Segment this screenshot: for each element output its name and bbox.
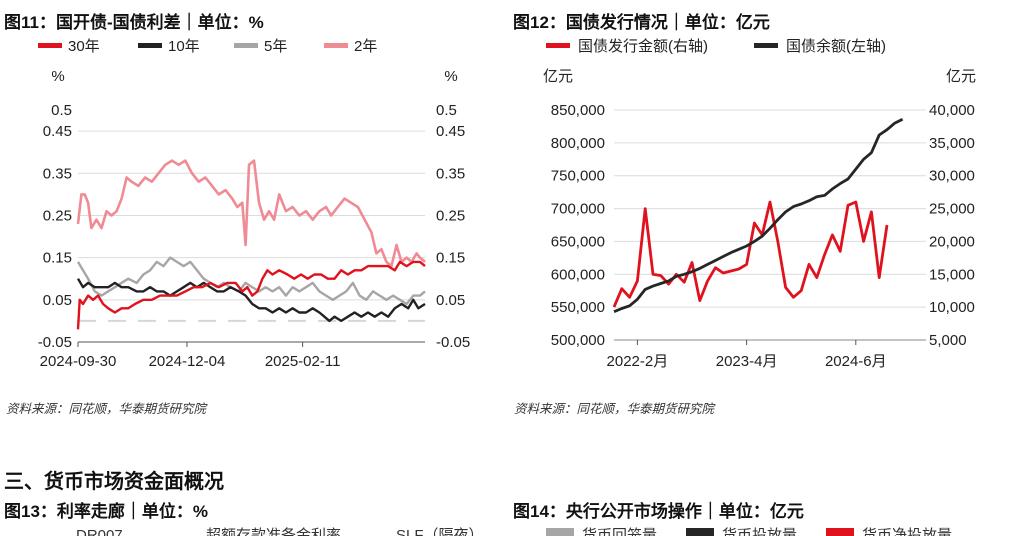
chart12-plot: 国债发行金额(右轴) 国债余额(左轴) 亿元 亿元 500,000 5,000 550,0…	[543, 37, 976, 370]
left-tick-label: 0.5	[51, 102, 72, 119]
series-line-3	[76, 256, 426, 306]
right-tick-label: 0.15	[436, 250, 465, 267]
left-axis-unit: 亿元	[543, 68, 573, 85]
right-tick-label: 0.35	[436, 165, 465, 182]
legend-label: 国债余额(左轴)	[786, 37, 886, 55]
series-line-1	[76, 260, 426, 330]
left-tick-label: -0.05	[38, 334, 72, 351]
legend-label: DR007	[76, 527, 123, 536]
legend-swatch	[546, 528, 574, 536]
x-tick-label: 2024-12-04	[149, 353, 226, 370]
chart12-legend: 国债发行金额(右轴) 国债余额(左轴)	[546, 37, 886, 55]
left-tick-label: 700,000	[551, 201, 605, 218]
legend-swatch	[686, 528, 714, 536]
x-tick-label: 2024-09-30	[40, 353, 117, 370]
chart14-legend-cut: 货币回笼量 货币投放量 货币净投放量	[508, 522, 1020, 536]
chart12-axes: 亿元 亿元 500,000 5,000 550,000 10,000 600,000 15,0…	[543, 68, 976, 370]
right-tick-label: 40,000	[929, 102, 975, 119]
left-tick-label: 650,000	[551, 233, 605, 250]
right-axis-unit: 亿元	[946, 68, 976, 85]
series-line-2	[613, 117, 904, 313]
x-tick-label: 2022-2月	[607, 353, 669, 370]
legend-swatch	[324, 43, 348, 48]
left-tick-label: 750,000	[551, 168, 605, 185]
chart12-title: 图12：国债发行情况｜单位：亿元	[513, 13, 770, 32]
right-tick-label: 35,000	[929, 135, 975, 152]
section-title: 三、货币市场资金面概况	[4, 471, 224, 493]
chart13-legend: DR007 超额存款准备金利率 SLF（隔夜）	[76, 527, 484, 536]
chart11-axes: % % -0.05 -0.05 0.05 0.05 0.15 0.15 0.25 0.25 0.35…	[38, 68, 470, 370]
left-tick-label: 0.25	[43, 207, 72, 224]
legend-swatch	[546, 43, 570, 48]
chart12-gridlines	[614, 109, 926, 341]
legend-swatch	[138, 43, 162, 48]
x-tick-label: 2024-6月	[825, 353, 887, 370]
legend-label: 30年	[68, 38, 100, 55]
chart11-source: 资料来源：同花顺，华泰期货研究院	[6, 402, 207, 416]
chart11-legend: 30年 10年 5年 2年	[38, 38, 377, 55]
x-tick-label: 2023-4月	[716, 353, 778, 370]
chart13-title: 图13：利率走廊｜单位：%	[4, 502, 209, 521]
right-tick-label: 20,000	[929, 233, 975, 250]
series-line-2	[76, 278, 426, 323]
legend-label: 10年	[168, 38, 200, 55]
right-tick-label: 10,000	[929, 299, 975, 316]
right-tick-label: -0.05	[436, 334, 470, 351]
right-tick-label: 0.25	[436, 207, 465, 224]
right-tick-label: 0.45	[436, 123, 465, 140]
legend-label: 5年	[264, 38, 287, 55]
chart14-legend: 货币回笼量 货币投放量 货币净投放量	[546, 527, 952, 536]
chart11-series	[76, 159, 426, 330]
left-tick-label: 800,000	[551, 135, 605, 152]
left-tick-label: 0.05	[43, 292, 72, 309]
legend-label: 2年	[354, 38, 377, 55]
series-line-1	[612, 200, 889, 308]
legend-swatch	[38, 43, 62, 48]
left-tick-label: 0.45	[43, 123, 72, 140]
right-tick-label: 0.05	[436, 292, 465, 309]
left-tick-label: 500,000	[551, 332, 605, 349]
x-tick-label: 2025-02-11	[265, 353, 341, 370]
legend-swatch	[826, 528, 854, 536]
right-tick-label: 0.5	[436, 102, 457, 119]
left-tick-label: 850,000	[551, 102, 605, 119]
series-line-4	[76, 159, 426, 268]
legend-label: 货币投放量	[722, 527, 797, 536]
legend-swatch	[754, 43, 778, 48]
chart14-title: 图14：央行公开市场操作｜单位：亿元	[513, 502, 804, 521]
left-axis-unit: %	[51, 68, 64, 85]
chart13-legend-cut: DR007 超额存款准备金利率 SLF（隔夜）	[0, 522, 500, 536]
chart11-plot: 30年 10年 5年 2年 % % -0.05 -0.05 0.05 0.05 0.15 0.15 0…	[38, 38, 470, 370]
chart12-series	[612, 117, 904, 313]
legend-swatch	[234, 43, 258, 48]
right-tick-label: 5,000	[929, 332, 967, 349]
legend-label: 超额存款准备金利率	[206, 527, 341, 536]
right-tick-label: 15,000	[929, 266, 975, 283]
legend-label: 货币回笼量	[582, 527, 657, 536]
right-tick-label: 30,000	[929, 168, 975, 185]
chart11-title: 图11：国开债-国债利差｜单位：%	[4, 13, 264, 32]
chart12-source: 资料来源：同花顺，华泰期货研究院	[514, 402, 715, 416]
legend-label: 货币净投放量	[862, 527, 952, 536]
left-tick-label: 600,000	[551, 266, 605, 283]
left-tick-label: 0.35	[43, 165, 72, 182]
right-axis-unit: %	[444, 68, 457, 85]
legend-label: 国债发行金额(右轴)	[578, 38, 708, 55]
left-tick-label: 0.15	[43, 250, 72, 267]
legend-label: SLF（隔夜）	[396, 527, 484, 536]
right-tick-label: 25,000	[929, 201, 975, 218]
left-tick-label: 550,000	[551, 299, 605, 316]
